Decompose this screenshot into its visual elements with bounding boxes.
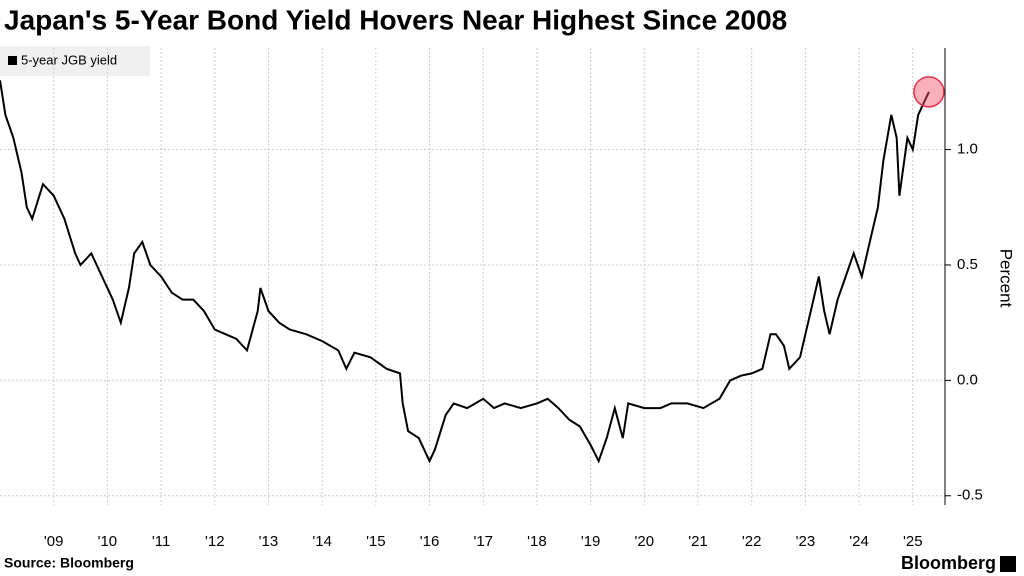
line-series [0,80,930,464]
legend-swatch [8,56,17,65]
x-tick-label: '23 [796,533,816,550]
brand: Bloomberg [901,553,996,573]
x-tick-label: '20 [635,533,655,550]
legend-box [0,46,150,76]
x-tick-label: '13 [259,533,279,550]
y-tick-label: 1.0 [957,141,978,158]
legend-label: 5-year JGB yield [21,52,117,67]
x-tick-label: '22 [742,533,762,550]
highlight-marker [913,76,945,108]
x-tick-label: '21 [688,533,708,550]
y-tick-label: -0.5 [957,487,983,504]
x-tick-label: '25 [903,533,923,550]
chart-title: Japan's 5-Year Bond Yield Hovers Near Hi… [4,4,787,35]
x-tick-label: '10 [98,533,118,550]
x-tick-label: '18 [527,533,547,550]
x-tick-label: '15 [366,533,386,550]
x-tick-label: '09 [44,533,64,550]
x-tick-label: '11 [152,533,170,550]
brand-logo [1000,556,1016,572]
y-tick-label: 0.0 [957,371,978,388]
x-tick-label: '16 [420,533,440,550]
source: Source: Bloomberg [4,555,134,571]
x-tick-label: '19 [581,533,601,550]
x-tick-label: '14 [312,533,332,550]
x-tick-label: '12 [205,533,225,550]
y-axis-label: Percent [997,249,1016,308]
x-tick-label: '24 [849,533,869,550]
y-tick-label: 0.5 [957,256,978,273]
x-tick-label: '17 [473,533,493,550]
